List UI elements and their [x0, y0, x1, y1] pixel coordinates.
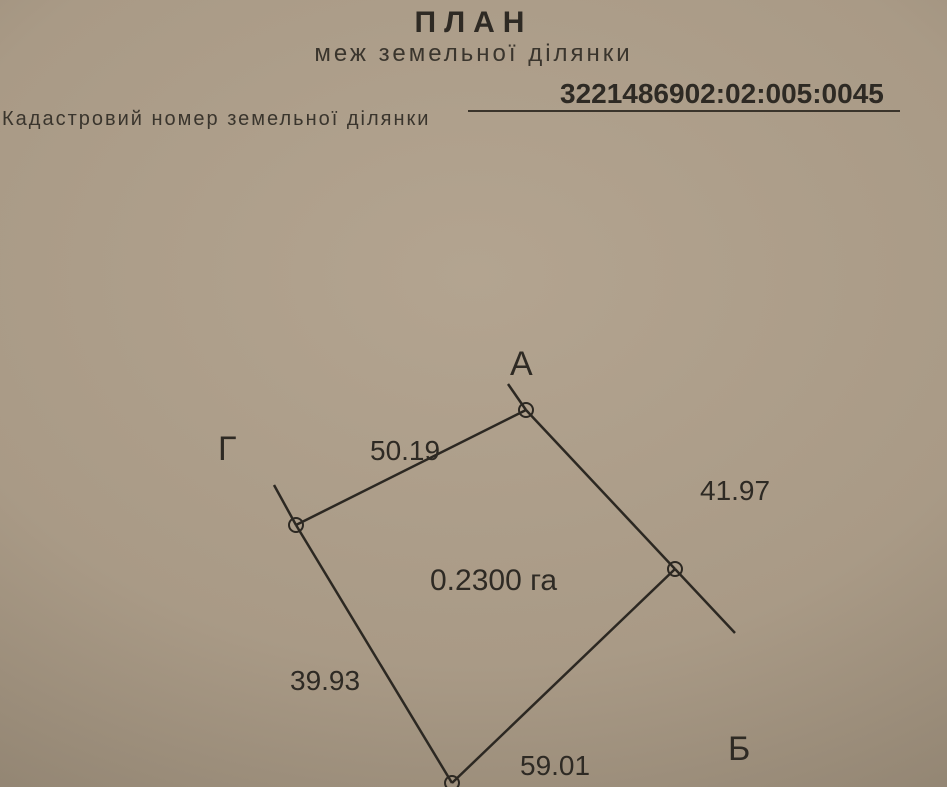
- edge-length-label: 39.93: [290, 665, 360, 696]
- parcel-edge: [526, 410, 675, 569]
- edge-length-label: 41.97: [700, 475, 770, 506]
- parcel-area-label: 0.2300 га: [430, 564, 557, 597]
- vertex-marker: [668, 562, 682, 576]
- vertex-label: Г: [218, 430, 236, 468]
- vertex-marker: [445, 776, 459, 787]
- edge-tail: [675, 569, 735, 633]
- vertex-marker: [289, 518, 303, 532]
- parcel-edge: [296, 525, 452, 783]
- vertex-label: А: [510, 345, 533, 383]
- vertex-marker: [519, 403, 533, 417]
- edge-length-label: 59.01: [520, 750, 590, 781]
- vertex-label: Б: [728, 730, 750, 768]
- parcel-diagram: А Б Г 41.97 59.01 39.93 50.19 0.2300 га: [0, 0, 947, 787]
- parcel-edge: [296, 410, 526, 525]
- edge-length-label: 50.19: [370, 435, 440, 466]
